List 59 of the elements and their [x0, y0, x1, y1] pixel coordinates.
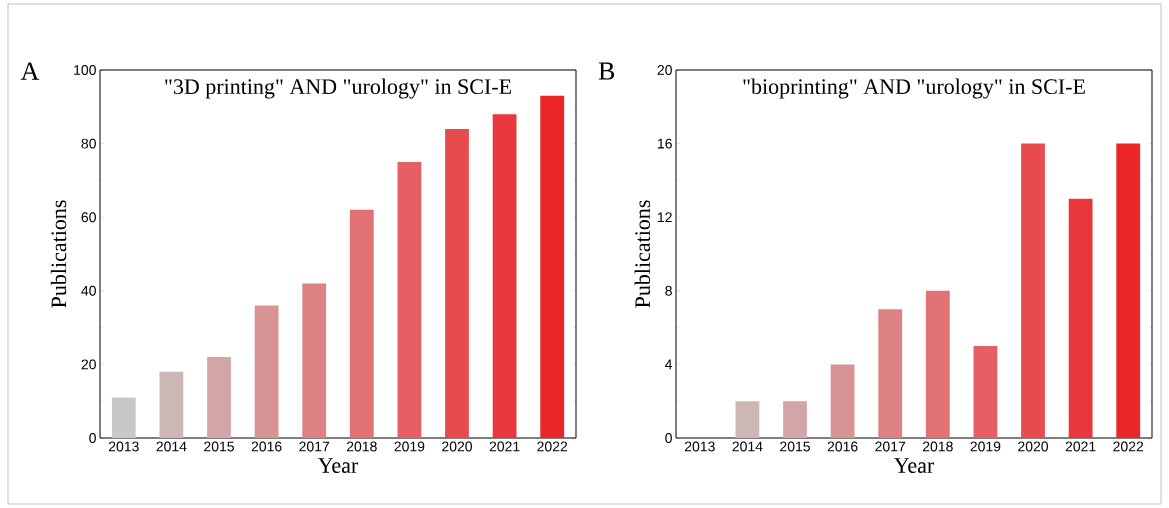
x-tick-label: 2022 [1113, 441, 1144, 452]
y-tick-label: 80 [81, 138, 96, 149]
bar [540, 95, 565, 438]
bar [925, 290, 950, 438]
x-tick-label: 2018 [922, 441, 953, 452]
x-axis-title: Year [317, 458, 359, 473]
y-tick-label: 0 [665, 433, 672, 443]
y-tick-label: 100 [74, 65, 96, 75]
x-tick-label: 2018 [346, 441, 377, 452]
x-tick-label: 2021 [489, 441, 520, 452]
x-tick-label: 2020 [442, 441, 473, 452]
y-tick-label: 20 [81, 359, 96, 370]
x-tick-label: 2016 [827, 441, 858, 452]
bar [1116, 143, 1141, 438]
bar [207, 357, 231, 438]
x-tick-label: 2019 [394, 441, 425, 452]
bar [973, 346, 998, 438]
chart-title: "3D printing" AND "urology" in SCI-E [165, 78, 511, 99]
x-tick-label: 2013 [684, 441, 715, 452]
y-tick-label: 60 [81, 212, 96, 223]
x-tick-label: 2015 [204, 441, 234, 452]
bar [830, 364, 855, 438]
x-tick-label: 2013 [108, 441, 139, 452]
bar [254, 305, 279, 438]
y-tick-label: 40 [81, 285, 96, 296]
x-tick-label: 2022 [537, 441, 568, 452]
bar [735, 401, 760, 438]
bar [349, 209, 374, 438]
text: A [20, 62, 40, 80]
text: B [598, 62, 615, 80]
x-axis-title: Year [893, 458, 935, 473]
y-tick-label: 8 [665, 285, 672, 296]
x-tick-label: 2014 [732, 441, 763, 452]
y-axis-title: Publications [50, 200, 67, 308]
bar [302, 283, 327, 438]
x-tick-label: 2016 [251, 441, 282, 452]
bar [445, 128, 469, 438]
x-tick-label: 2015 [780, 441, 810, 452]
bar [783, 401, 807, 438]
y-tick-label: 4 [665, 359, 673, 370]
x-tick-label: 2017 [875, 441, 906, 452]
x-tick-label: 2020 [1018, 441, 1049, 452]
x-tick-label: 2017 [299, 441, 330, 452]
x-tick-label: 2014 [156, 441, 187, 452]
x-tick-label: 2021 [1065, 441, 1096, 452]
bar [878, 309, 903, 438]
y-tick-label: 12 [657, 212, 672, 223]
bar [492, 114, 517, 438]
x-tick-label: 2019 [970, 441, 1001, 452]
y-tick-label: 20 [657, 65, 672, 75]
y-tick-label: 0 [89, 433, 96, 443]
bar [111, 397, 136, 438]
bar [159, 371, 184, 438]
chart-title: "bioprinting" AND "urology" in SCI-E [743, 78, 1085, 99]
y-tick-label: 16 [657, 138, 672, 149]
y-axis-title: Publications [634, 200, 651, 308]
bar [1068, 198, 1093, 438]
bar [1021, 143, 1045, 438]
bar [397, 162, 422, 438]
